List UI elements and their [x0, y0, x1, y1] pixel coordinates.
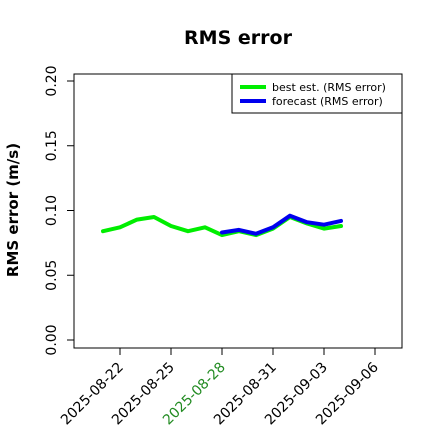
- y-tick-label: 0.20: [44, 65, 60, 96]
- legend: best est. (RMS error)forecast (RMS error…: [231, 73, 403, 114]
- legend-box: [231, 73, 403, 114]
- y-axis-ticks: 0.00 0.05 0.10 0.15 0.20: [44, 65, 74, 356]
- x-axis-ticks: 2025-08-222025-08-252025-08-282025-08-31…: [58, 348, 382, 428]
- chart-title: RMS error: [184, 27, 293, 49]
- plot-area: [73, 73, 403, 349]
- series-line-forecast: [220, 213, 343, 236]
- y-tick-label: 0.05: [44, 260, 60, 291]
- y-axis-label: RMS error (m/s): [4, 143, 22, 277]
- series-layer: [101, 213, 343, 238]
- legend-label: best est. (RMS error): [272, 81, 386, 94]
- legend-label: forecast (RMS error): [272, 95, 383, 108]
- y-tick-label: 0.15: [44, 130, 60, 161]
- y-tick-label: 0.10: [44, 195, 60, 226]
- y-tick-label: 0.00: [44, 324, 60, 355]
